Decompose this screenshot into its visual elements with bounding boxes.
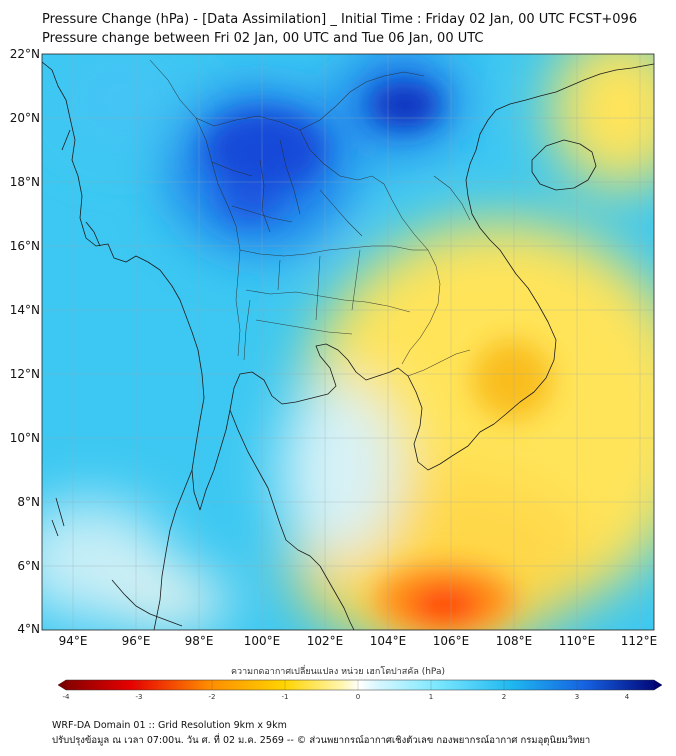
graticule: [42, 54, 654, 630]
colorbar-tick: 3: [574, 693, 580, 701]
lat-tick-label: 22°N: [9, 47, 40, 61]
lon-tick-label: 106°E: [432, 634, 470, 648]
lat-tick-label: 14°N: [9, 303, 40, 317]
lon-tick-label: 110°E: [558, 634, 596, 648]
lon-tick-label: 108°E: [495, 634, 533, 648]
colorbar-tick: -2: [208, 693, 216, 701]
lon-tick-label: 96°E: [121, 634, 151, 648]
lon-tick-label: 102°E: [306, 634, 344, 648]
colorbar-tick: -4: [62, 693, 70, 701]
colorbar-tick: 4: [624, 693, 630, 701]
lon-tick-label: 104°E: [369, 634, 407, 648]
lat-tick-label: 6°N: [17, 559, 40, 573]
map-subtitle: Pressure change between Fri 02 Jan, 00 U…: [42, 31, 484, 46]
colorbar-tick: -1: [281, 693, 289, 701]
model-info: WRF-DA Domain 01 :: Grid Resolution 9km …: [52, 720, 287, 731]
lat-tick-label: 16°N: [9, 239, 40, 253]
lon-tick-label: 100°E: [243, 634, 281, 648]
lat-tick-label: 10°N: [9, 431, 40, 445]
colorbar: [57, 679, 663, 691]
lat-tick-label: 20°N: [9, 111, 40, 125]
colorbar-tick: 2: [501, 693, 507, 701]
map-frame: [41, 53, 655, 631]
lat-tick-label: 18°N: [9, 175, 40, 189]
lat-tick-label: 4°N: [17, 622, 40, 636]
map-title: Pressure Change (hPa) - [Data Assimilati…: [42, 12, 638, 27]
admin-borders: [149, 59, 471, 377]
colorbar-tick: 1: [428, 693, 434, 701]
lat-tick-label: 12°N: [9, 367, 40, 381]
lat-tick-label: 8°N: [17, 495, 40, 509]
lon-tick-label: 94°E: [58, 634, 88, 648]
colorbar-tick: 0: [355, 693, 361, 701]
lon-tick-label: 98°E: [184, 634, 214, 648]
coastlines: [42, 61, 654, 630]
lon-tick-label: 112°E: [620, 634, 658, 648]
colorbar-tick: -3: [135, 693, 143, 701]
pressure-field: [42, 54, 654, 630]
update-credit: ปรับปรุงข้อมูล ณ เวลา 07:00น. วัน ศ. ที่…: [52, 735, 591, 746]
colorbar-title: ความกดอากาศเปลี่ยนแปลง หน่วย เฮกโตปาสคัล…: [231, 667, 445, 677]
